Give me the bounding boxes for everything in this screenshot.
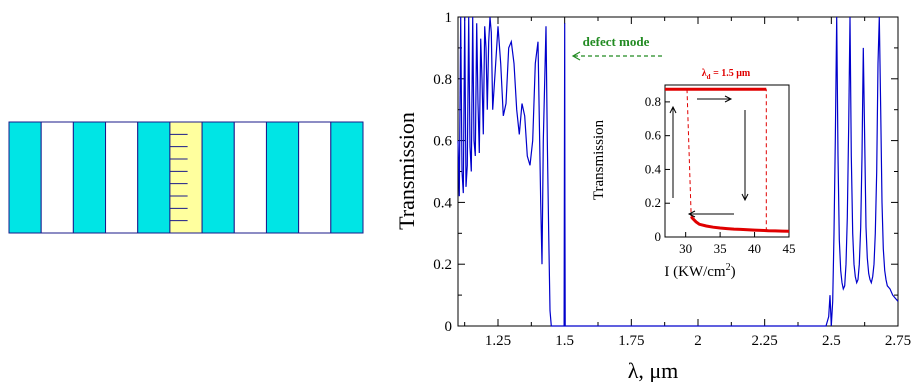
transmission-line — [457, 16, 899, 327]
inset-y-tick-label: 0.2 — [645, 195, 661, 210]
y-tick-label: 0.4 — [433, 195, 452, 211]
x-tick-label: 2.25 — [752, 333, 778, 349]
y-tick-label: 0.2 — [433, 257, 452, 273]
x-tick-label: 2.5 — [822, 333, 841, 349]
photonic-crystal-structure — [8, 121, 364, 234]
main-y-axis-label: Transmission — [394, 112, 419, 230]
inset-x-tick-label: 30 — [679, 241, 692, 256]
defect-mode-annotation: defect mode — [571, 34, 662, 61]
inset-y-tick-label: 0 — [655, 229, 662, 244]
layer-cyan — [265, 121, 300, 234]
inset-y-tick-label: 0.4 — [645, 161, 662, 176]
layer-white — [40, 121, 74, 234]
layer-cyan — [330, 121, 364, 234]
layer-white — [233, 121, 267, 234]
switch-down-dashed — [686, 89, 692, 217]
inset-hysteresis-series — [665, 87, 790, 233]
layer-cyan — [8, 121, 42, 234]
y-tick-label: 0.8 — [433, 72, 452, 88]
inset-ticks: 30 35 40 45 0 0.2 0.4 0.6 0.8 — [645, 94, 796, 256]
main-x-axis-label: λ, μm — [628, 358, 679, 382]
inset-x-tick-label: 35 — [714, 241, 727, 256]
x-tick-label: 1.5 — [555, 333, 574, 349]
inset-arrows — [669, 95, 749, 218]
inset-x-tick-label: 45 — [783, 241, 796, 256]
x-tick-label: 1.75 — [618, 333, 644, 349]
x-tick-label: 2 — [694, 333, 702, 349]
inset-x-axis-label: I (KW/cm2) — [664, 262, 735, 280]
x-tick-label: 1.25 — [485, 333, 511, 349]
inset-x-tick-label: 40 — [748, 241, 761, 256]
inset-y-tick-label: 0.6 — [645, 128, 662, 143]
layer-cyan — [137, 121, 171, 234]
inset-y-axis-label: Transmission — [591, 119, 607, 200]
y-tick-label: 0.6 — [433, 134, 452, 150]
inset-y-tick-label: 0.8 — [645, 94, 661, 109]
inset-frame — [664, 84, 790, 238]
layer-cyan — [72, 121, 107, 234]
layer-defect — [169, 121, 203, 234]
x-tick-label: 2.75 — [885, 333, 911, 349]
y-tick-label: 0 — [445, 319, 453, 335]
layer-cyan — [201, 121, 235, 234]
defect-mode-arrow-head — [571, 51, 581, 61]
y-tick-label: 1 — [445, 10, 453, 26]
defect-mode-label: defect mode — [583, 34, 650, 49]
bistability-inset: 30 35 40 45 0 0.2 0.4 0.6 0.8 λd = 1.5 μm Transm… — [591, 68, 796, 280]
lower-branch — [690, 215, 790, 233]
transmission-series — [457, 16, 899, 327]
inset-wavelength-label: λd = 1.5 μm — [702, 68, 751, 81]
